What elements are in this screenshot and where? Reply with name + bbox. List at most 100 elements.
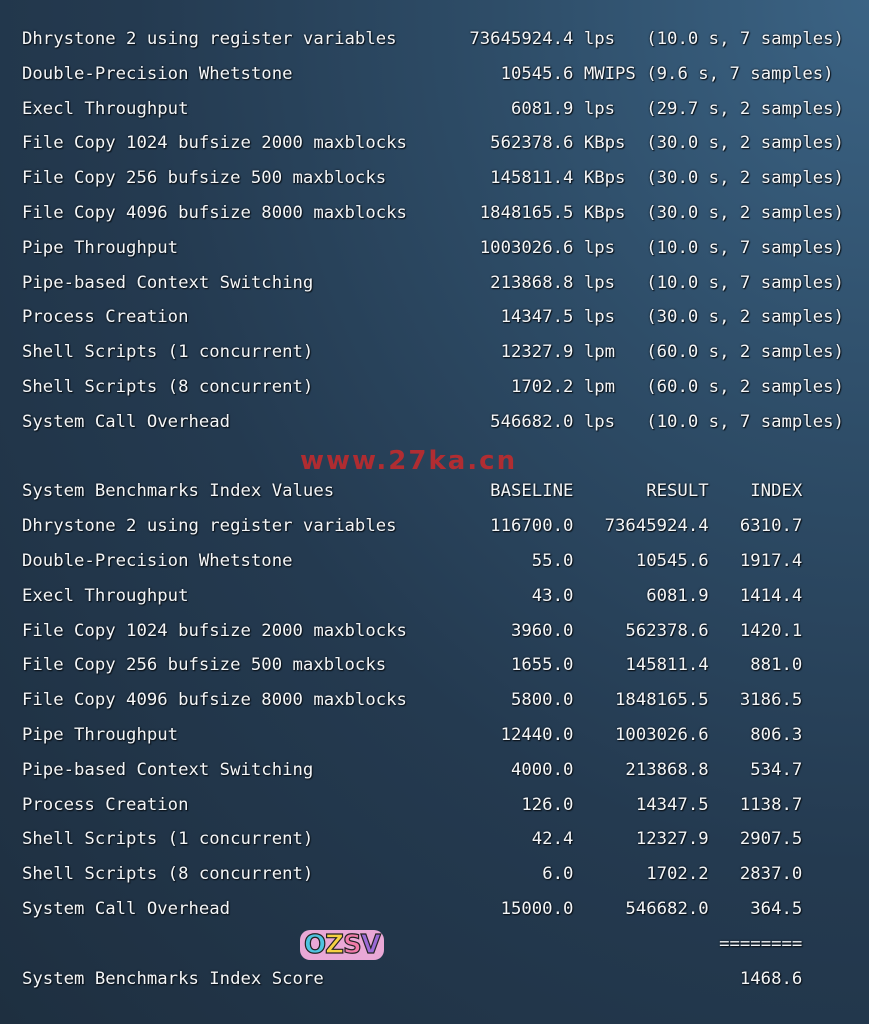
test-value: 546682.0 [490,411,574,432]
test-name: Pipe Throughput [22,237,179,258]
index-baseline: 5800.0 [510,690,574,711]
test-value: 73645924.4 [469,29,574,49]
test-value: 1848165.5 [479,203,574,223]
result-row: File Copy 256 bufsize 500 maxblocks 14581… [22,161,844,196]
result-row: Pipe-based Context Switching 213868.8 lps (… [22,266,844,301]
index-name: Process Creation [22,794,189,815]
test-unit: lps [583,29,616,49]
index-name: Shell Scripts (1 concurrent) [22,829,314,850]
index-row: Dhrystone 2 using register variables 1167… [22,509,822,544]
index-name: Execl Throughput [22,585,189,606]
result-row: Pipe Throughput 1003026.6 lps (10.0 s, 7 sa… [22,231,844,266]
index-result: 6081.9 [646,585,709,606]
index-row: Double-Precision Whetstone 55.0 10545.6 191… [22,544,822,579]
index-result: 1848165.5 [615,690,709,711]
test-value: 10545.6 [500,63,574,84]
index-baseline: 4000.0 [510,759,574,780]
index-value: 1138.7 [739,794,803,815]
test-value: 1003026.6 [479,237,574,258]
test-detail: (30.0 s, 2 samples) [646,133,844,154]
header-name: System Benchmarks Index Values [22,481,335,502]
index-row: File Copy 4096 bufsize 8000 maxblocks 580… [22,683,822,718]
header-baseline: BASELINE [490,481,574,502]
index-name: File Copy 4096 bufsize 8000 maxblocks [22,690,407,711]
index-baseline: 43.0 [531,585,574,606]
test-value: 6081.9 [510,98,574,119]
separator: ======== [719,933,803,954]
test-value: 14347.5 [500,307,574,328]
index-value: 1420.1 [739,620,803,641]
index-row: Pipe-based Context Switching 4000.0 213868… [22,753,822,788]
index-row: Execl Throughput 43.0 6081.9 1414.4 [22,579,822,614]
index-baseline: 116700.0 [490,516,574,537]
test-name: File Copy 4096 bufsize 8000 maxblocks [22,203,407,223]
index-name: Shell Scripts (8 concurrent) [22,864,314,885]
header-index: INDEX [750,481,803,502]
result-row: Dhrystone 2 using register variables 7364… [22,22,844,57]
result-row: Shell Scripts (8 concurrent) 1702.2 lpm (60… [22,370,844,405]
index-name: Pipe Throughput [22,725,179,745]
index-value: 2837.0 [739,864,803,885]
index-value: 2907.5 [739,829,803,850]
test-value: 12327.9 [500,342,574,363]
index-value: 806.3 [750,725,803,745]
test-value: 213868.8 [490,272,574,293]
result-row: Execl Throughput 6081.9 lps (29.7 s, 2 samp… [22,92,844,127]
index-baseline: 1655.0 [510,655,574,676]
test-name: File Copy 256 bufsize 500 maxblocks [22,168,387,189]
index-name: Dhrystone 2 using register variables [22,516,397,537]
result-row: System Call Overhead 546682.0 lps (10.0 s, … [22,405,844,440]
test-detail: (60.0 s, 2 samples) [646,342,844,363]
index-result: 12327.9 [635,829,709,850]
index-value: 534.7 [750,759,803,780]
index-value: 1917.4 [739,551,803,571]
test-unit: lpm [583,377,616,397]
index-row: Shell Scripts (1 concurrent) 42.4 12327.9 2… [22,822,822,857]
header-result: RESULT [646,481,709,502]
test-unit: lps [583,272,616,293]
index-name: File Copy 1024 bufsize 2000 maxblocks [22,620,407,641]
test-value: 1702.2 [510,377,574,397]
test-unit: lpm [583,342,616,363]
test-name: System Call Overhead [22,411,231,432]
test-name: File Copy 1024 bufsize 2000 maxblocks [22,133,407,154]
test-name: Pipe-based Context Switching [22,272,314,293]
test-name: Dhrystone 2 using register variables [22,29,397,49]
result-row: Shell Scripts (1 concurrent) 12327.9 lpm (6… [22,335,844,370]
test-name: Shell Scripts (8 concurrent) [22,377,314,397]
test-value: 145811.4 [490,168,574,189]
index-baseline: 3960.0 [510,620,574,641]
watermark: www.27ka.cn [300,446,518,476]
test-detail: (29.7 s, 2 samples) [646,98,844,119]
index-result: 213868.8 [625,759,709,780]
result-row: File Copy 1024 bufsize 2000 maxblocks 562… [22,126,844,161]
test-unit: lps [583,411,616,432]
test-unit: lps [583,307,616,328]
test-unit: lps [583,237,616,258]
index-baseline: 55.0 [531,551,574,571]
test-name: Process Creation [22,307,189,328]
index-value: 3186.5 [739,690,803,711]
test-detail: (30.0 s, 2 samples) [646,307,844,328]
test-detail: (10.0 s, 7 samples) [646,272,844,293]
test-detail: (30.0 s, 2 samples) [646,203,844,223]
test-detail: (30.0 s, 2 samples) [646,168,844,189]
index-baseline: 6.0 [542,864,574,885]
index-result: 1702.2 [646,864,709,885]
index-row: Pipe Throughput 12440.0 1003026.6 806.3 [22,718,822,753]
result-row: Process Creation 14347.5 lps (30.0 s, 2 sam… [22,300,844,335]
index-result: 73645924.4 [604,516,709,537]
test-detail: (60.0 s, 2 samples) [646,377,844,397]
index-row: Process Creation 126.0 14347.5 1138.7 [22,788,822,823]
test-detail: (10.0 s, 7 samples) [646,411,844,432]
index-header: System Benchmarks Index Values BASELINE RE… [22,474,822,509]
index-row: System Call Overhead 15000.0 546682.0 364.5 [22,892,822,927]
index-row: Shell Scripts (8 concurrent) 6.0 1702.2 283… [22,857,822,892]
index-result: 546682.0 [625,899,709,919]
result-row: File Copy 4096 bufsize 8000 maxblocks 184… [22,196,844,231]
test-name: Double-Precision Whetstone [22,63,293,84]
test-name: Execl Throughput [22,98,189,119]
result-row: Double-Precision Whetstone 10545.6 MWIPS (9… [22,57,834,92]
test-unit: KBps [583,168,626,189]
index-value: 1414.4 [739,585,803,606]
